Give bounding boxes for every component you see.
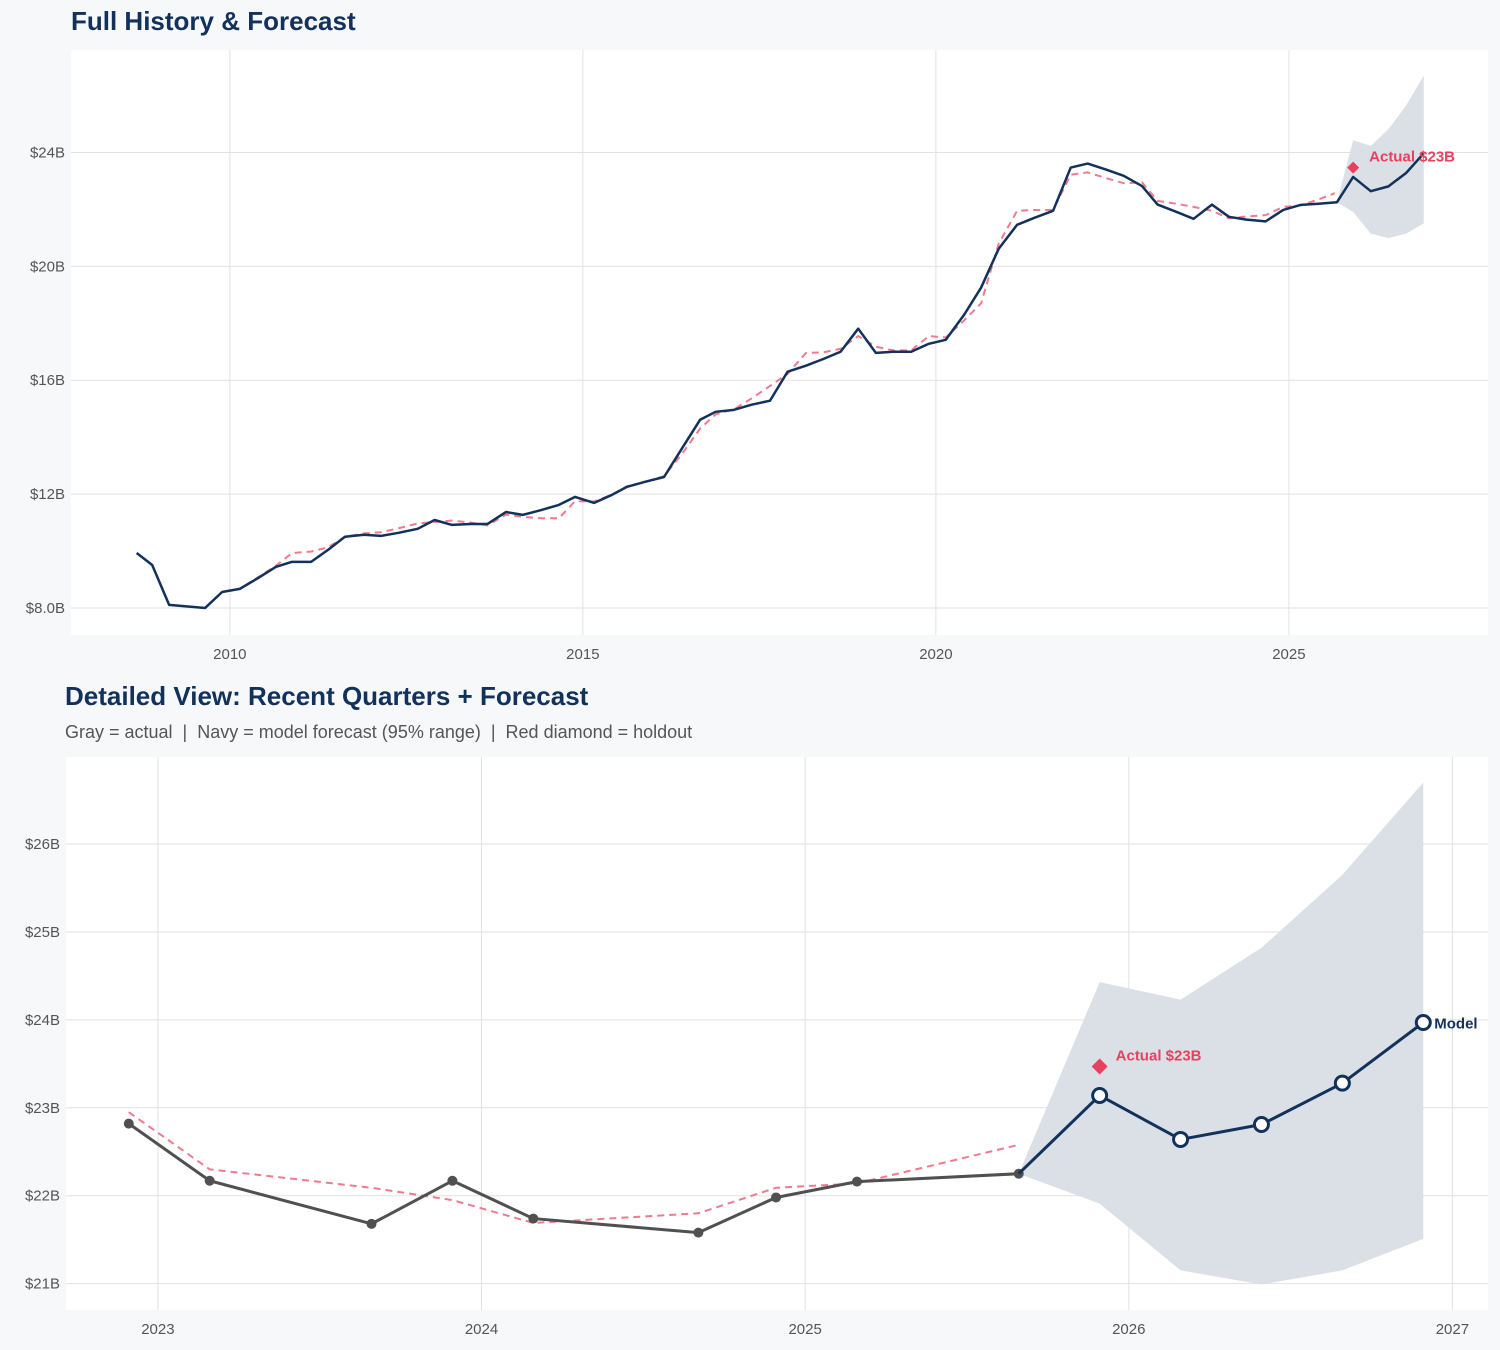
x-tick-label: 2020: [919, 646, 952, 663]
actual-point: [771, 1192, 782, 1203]
actual-point: [447, 1175, 458, 1186]
x-tick-label: 2023: [141, 1321, 174, 1338]
y-tick-label: $23B: [25, 1100, 60, 1117]
actual-point: [851, 1176, 862, 1187]
forecast-range-band: [1018, 782, 1424, 1285]
fitted-dashed-line: [221, 171, 1336, 593]
x-tick-label: 2026: [1112, 1321, 1145, 1338]
top-chart-title: Full History & Forecast: [71, 6, 356, 36]
plot-area: [71, 50, 1488, 635]
holdout-diamond: [1091, 1058, 1108, 1075]
x-tick-label: 2024: [465, 1321, 498, 1338]
bottom-chart-subtitle: Gray = actual | Navy = model forecast (9…: [65, 722, 693, 742]
actual-point: [693, 1227, 704, 1238]
actual-point: [366, 1218, 377, 1229]
holdout-label: Actual $23B: [1369, 149, 1455, 166]
forecast-point: [1333, 1074, 1351, 1092]
actual-point: [123, 1118, 134, 1129]
x-tick-label: 2025: [1272, 646, 1305, 663]
actual-point: [204, 1175, 215, 1186]
holdout-diamond: [1347, 161, 1360, 174]
x-tick-label: 2010: [213, 646, 246, 663]
full-history-chart: 2010 2015 2020 2025 $8.0B $12B $16B $20B $24B Act…: [26, 50, 1488, 663]
forecast-range-band: [1336, 75, 1424, 239]
holdout-label: Actual $23B: [1116, 1047, 1202, 1064]
y-tick-label: $8.0B: [26, 600, 65, 617]
y-tick-label: $26B: [25, 836, 60, 853]
y-tick-label: $22B: [25, 1188, 60, 1205]
y-tick-label: $16B: [30, 372, 65, 389]
y-tick-label: $20B: [30, 258, 65, 275]
y-tick-label: $12B: [30, 486, 65, 503]
actual-point: [528, 1213, 539, 1224]
x-tick-label: 2027: [1436, 1321, 1469, 1338]
forecast-point: [1252, 1115, 1270, 1133]
y-tick-label: $21B: [25, 1276, 60, 1293]
x-tick-label: 2025: [788, 1321, 821, 1338]
y-tick-label: $24B: [30, 144, 65, 161]
history-line: [135, 152, 1425, 610]
forecast-point: [1414, 1014, 1432, 1032]
forecast-point: [1172, 1130, 1190, 1148]
bottom-chart-title: Detailed View: Recent Quarters + Forecas…: [65, 681, 589, 711]
forecast-point: [1091, 1086, 1109, 1104]
y-tick-label: $25B: [25, 924, 60, 941]
x-tick-label: 2015: [566, 646, 599, 663]
model-end-label: Model: [1434, 1016, 1477, 1033]
y-tick-label: $24B: [25, 1012, 60, 1029]
forecast-line: [1017, 1021, 1425, 1175]
